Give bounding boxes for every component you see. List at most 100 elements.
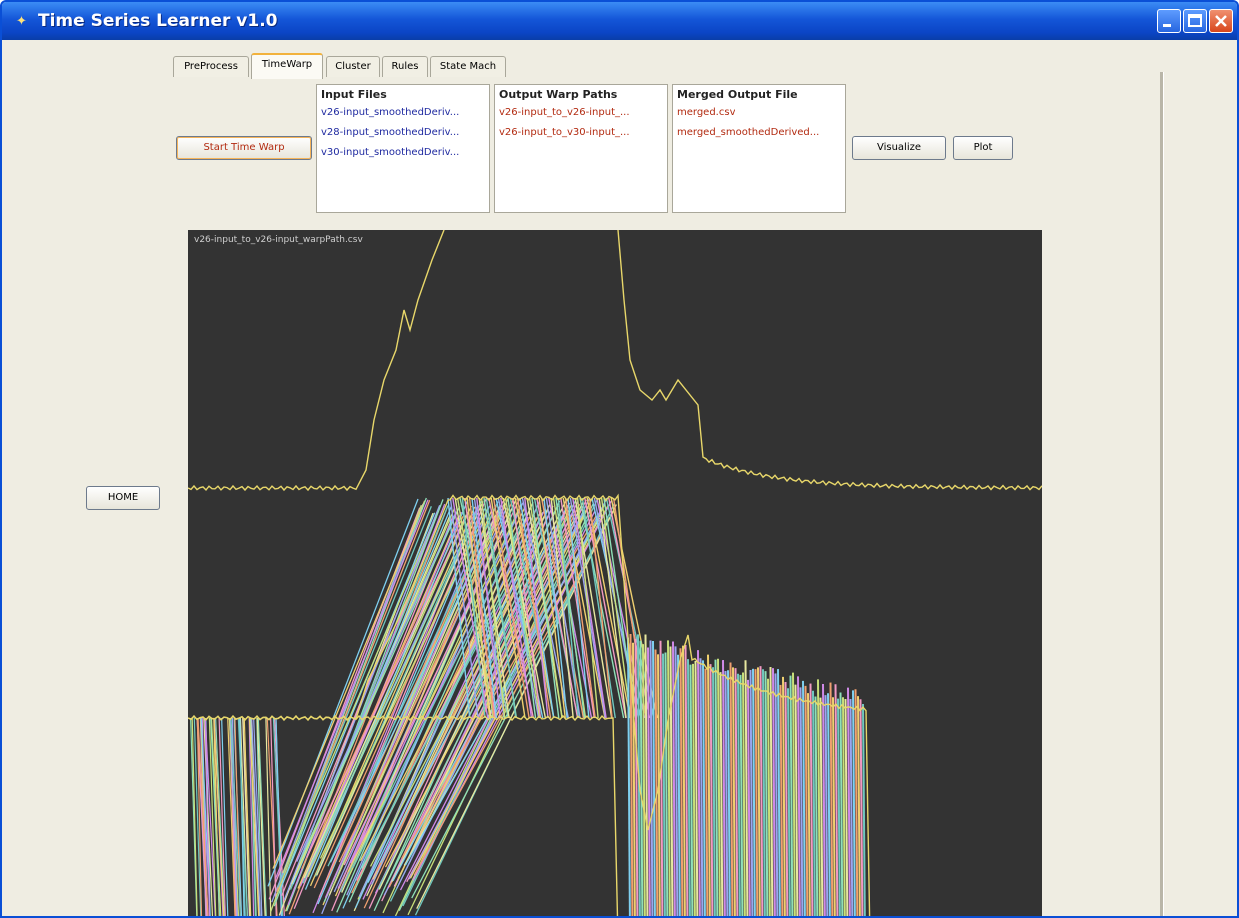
warp-path-segment: [697, 650, 701, 916]
warp-path-segment: [204, 717, 216, 916]
warp-path-segment: [707, 654, 711, 916]
warp-path-segment: [817, 679, 821, 916]
warp-path-segment: [859, 699, 864, 916]
warp-path-segment: [667, 640, 671, 916]
warp-path-segment: [794, 684, 799, 916]
warp-path-segment: [642, 644, 646, 916]
warp-path-segment: [349, 516, 529, 864]
warp-path-segment: [799, 687, 804, 916]
warp-path-segment: [378, 499, 567, 890]
warp-path-segment: [749, 670, 754, 916]
tab-rules[interactable]: Rules: [382, 56, 428, 77]
warp-path-segment: [662, 653, 666, 916]
warp-path-segment: [659, 640, 664, 916]
warp-path-segment: [507, 497, 537, 719]
warp-path-segment: [466, 497, 491, 719]
warp-path-segment: [251, 717, 261, 916]
warp-path-segment: [832, 697, 836, 916]
warp-path-segment: [734, 668, 739, 916]
warp-path-segment: [203, 717, 214, 916]
warp-path-segment: [784, 682, 789, 916]
warp-path-segment: [714, 659, 719, 916]
tab-preprocess[interactable]: PreProcess: [173, 56, 249, 77]
warp-path-segment: [739, 674, 744, 916]
merged-output-header: Merged Output File: [677, 88, 798, 101]
warp-path-segment: [647, 647, 651, 916]
warp-path-segment: [586, 497, 631, 719]
warp-path-segment: [316, 501, 484, 876]
warp-path-segment: [822, 684, 826, 916]
warp-path-segment: [343, 498, 521, 866]
warp-path-segment: [687, 659, 691, 916]
warp-path-plot-canvas: [187, 229, 1043, 916]
warp-path-segment: [230, 717, 241, 916]
app-icon: ✦: [16, 14, 27, 29]
minimize-button[interactable]: [1157, 9, 1181, 33]
warp-path-segment: [849, 698, 854, 916]
warp-path-segment: [326, 505, 497, 881]
warp-path-item[interactable]: v26-input_to_v26-input_...: [499, 107, 630, 118]
warp-path-segment: [282, 510, 439, 874]
input-file-item[interactable]: v26-input_smoothedDeriv...: [321, 107, 460, 118]
warp-path-item[interactable]: v26-input_to_v30-input_...: [499, 127, 630, 138]
tab-timewarp[interactable]: TimeWarp: [251, 53, 323, 79]
warp-path-segment: [727, 670, 731, 916]
warp-path-segment: [674, 646, 679, 916]
warp-path-segment: [834, 684, 839, 916]
start-time-warp-button[interactable]: Start Time Warp: [176, 136, 312, 160]
warp-path-segment: [456, 497, 495, 719]
warp-path-segment: [267, 498, 419, 887]
warp-path-segment: [729, 662, 734, 916]
title-bar[interactable]: ✦ Time Series Learner v1.0: [2, 2, 1237, 40]
merged-file-item[interactable]: merged_smoothedDerived...: [677, 127, 820, 138]
warp-path-segment: [772, 668, 776, 916]
warp-path-segment: [196, 717, 203, 916]
warp-path-segment: [283, 504, 441, 901]
warp-path-segment: [757, 667, 761, 916]
warp-path-segment: [213, 717, 225, 916]
maximize-button[interactable]: [1183, 9, 1207, 33]
merged-output-file-list[interactable]: Merged Output File merged.csv merged_smo…: [672, 84, 846, 213]
warp-path-segment: [197, 717, 209, 916]
warp-path-segment: [311, 512, 477, 864]
warp-path-segment: [689, 664, 694, 916]
warp-path-segment: [847, 687, 851, 916]
warp-path-segment: [581, 497, 616, 719]
input-files-list[interactable]: Input Files v26-input_smoothedDeriv... v…: [316, 84, 490, 213]
warp-path-segment: [857, 696, 861, 916]
warp-path-segment: [555, 497, 586, 719]
output-warp-paths-list[interactable]: Output Warp Paths v26-input_to_v26-input…: [494, 84, 668, 213]
warp-path-segment: [862, 704, 866, 916]
merged-file-item[interactable]: merged.csv: [677, 107, 736, 118]
warp-path-segment: [809, 683, 814, 916]
warp-path-segment: [732, 667, 736, 916]
input-file-item[interactable]: v28-input_smoothedDeriv...: [321, 127, 460, 138]
warp-path-segment: [632, 642, 636, 916]
tab-state-mach[interactable]: State Mach: [430, 56, 506, 77]
plot-button[interactable]: Plot: [953, 136, 1013, 160]
warp-path-segment: [588, 497, 613, 719]
warp-path-segment: [478, 497, 510, 719]
warp-path-segment: [694, 660, 699, 916]
warp-path-segment: [782, 676, 786, 916]
warp-path-segment: [779, 684, 784, 916]
warp-path-segment: [724, 670, 729, 916]
warp-path-segment: [468, 497, 495, 719]
warp-path-segment: [759, 666, 764, 916]
close-button[interactable]: [1209, 9, 1233, 33]
warp-path-segment: [279, 512, 436, 890]
warp-path-segment: [476, 497, 501, 719]
warp-path-segment: [842, 697, 846, 916]
warp-path-segment: [397, 499, 592, 880]
home-button[interactable]: HOME: [86, 486, 160, 510]
warp-path-segment: [682, 645, 686, 916]
tab-cluster[interactable]: Cluster: [326, 56, 380, 77]
visualize-button[interactable]: Visualize: [852, 136, 946, 160]
warp-path-segment: [824, 695, 829, 916]
warp-path-segment: [253, 717, 263, 916]
warp-path-segment: [471, 497, 498, 719]
input-file-item[interactable]: v30-input_smoothedDeriv...: [321, 147, 460, 158]
warp-path-segment: [341, 498, 517, 893]
warp-path-segment: [639, 640, 644, 916]
output-warp-paths-header: Output Warp Paths: [499, 88, 618, 101]
